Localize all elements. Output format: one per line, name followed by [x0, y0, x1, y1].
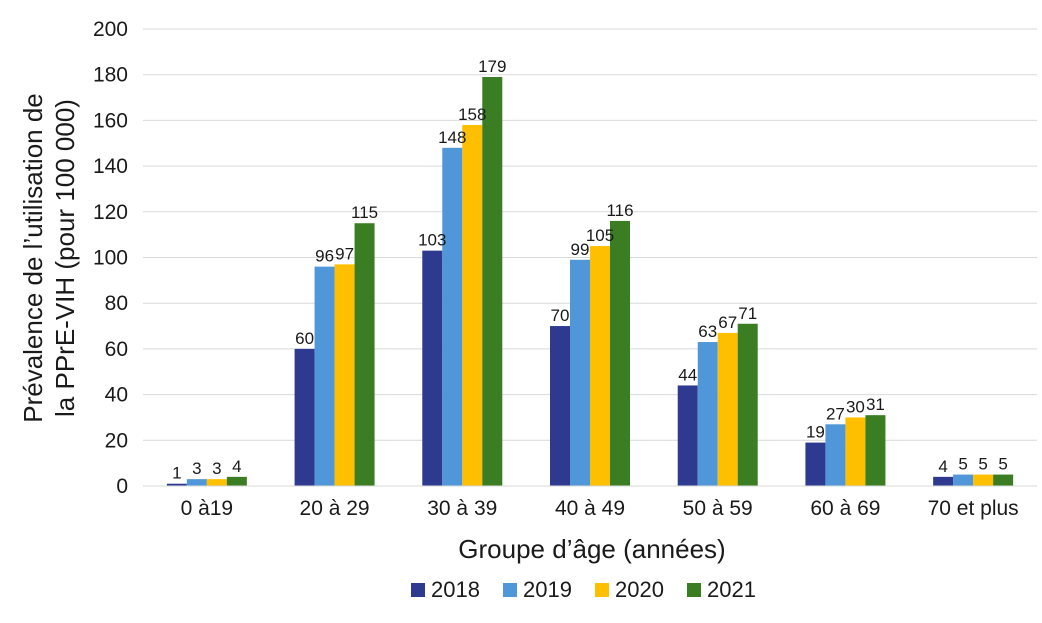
data-label: 103: [418, 231, 446, 250]
data-label: 4: [938, 457, 947, 476]
x-category-label: 20 à 29: [300, 497, 370, 520]
data-label: 3: [192, 459, 201, 478]
y-tick-label: 160: [93, 109, 128, 132]
data-label: 3: [212, 459, 221, 478]
y-tick-label: 40: [105, 384, 128, 407]
data-label: 1: [172, 464, 181, 483]
bars: [166, 76, 1014, 487]
data-label: 63: [698, 322, 717, 341]
legend-swatch-2020: [595, 583, 609, 597]
bar-2020: [973, 474, 994, 486]
data-label: 179: [478, 57, 506, 76]
bar-2019: [314, 266, 335, 486]
y-tick-label: 180: [93, 64, 128, 87]
x-category-label: 40 à 49: [555, 497, 625, 520]
x-axis-categories: 0 à19 20 à 29 30 à 39 40 à 49 50 à 59 60 à 69…: [181, 497, 1019, 520]
legend: 2018 2019 2020 2021: [411, 577, 756, 602]
bar-2019: [442, 147, 463, 486]
legend-label-2019: 2019: [523, 577, 572, 602]
data-label: 44: [678, 365, 697, 384]
x-category-label: 50 à 59: [683, 497, 753, 520]
bar-2019: [953, 474, 974, 486]
data-label: 116: [606, 201, 633, 220]
bar-2018: [805, 442, 826, 486]
legend-label-2021: 2021: [707, 577, 756, 602]
bar-2018: [550, 326, 570, 486]
data-label: 71: [738, 304, 757, 323]
y-axis-title-line2: la PPrE-VIH (pour 100 000): [50, 99, 80, 417]
data-label: 67: [718, 313, 737, 332]
legend-label-2018: 2018: [431, 577, 480, 602]
data-label: 4: [232, 457, 241, 476]
data-label: 31: [866, 395, 885, 414]
bar-2018: [933, 476, 954, 486]
x-axis-title: Groupe d’âge (années): [458, 534, 725, 564]
bar-2020: [206, 479, 227, 486]
bar-2020: [334, 264, 355, 486]
y-tick-label: 140: [93, 155, 128, 178]
bar-2021: [737, 323, 758, 486]
data-label: 97: [335, 244, 354, 263]
bar-2018: [677, 385, 698, 486]
x-category-label: 30 à 39: [427, 497, 497, 520]
x-category-label: 70 et plus: [928, 497, 1019, 520]
bar-2020: [845, 417, 866, 486]
data-label: 148: [438, 128, 466, 147]
bar-2018: [166, 483, 187, 486]
data-label: 5: [998, 455, 1007, 474]
bar-2019: [697, 342, 718, 486]
data-label: 19: [806, 423, 825, 442]
y-tick-label: 100: [93, 247, 128, 270]
x-category-label: 60 à 69: [810, 497, 880, 520]
y-tick-label: 120: [93, 201, 128, 224]
data-label: 30: [846, 397, 865, 416]
data-label: 96: [315, 247, 334, 266]
data-label: 5: [978, 455, 987, 474]
bar-2019: [825, 424, 846, 486]
data-label: 99: [571, 240, 590, 259]
y-axis-ticks: 0 20 40 60 80 100 120 140 160 180 200: [93, 18, 128, 498]
bar-2021: [993, 474, 1014, 486]
y-axis-title-line1: Prévalence de l’utilisation de: [18, 93, 48, 423]
y-tick-label: 0: [116, 475, 128, 498]
bar-2021: [226, 476, 247, 486]
y-tick-label: 20: [105, 429, 128, 452]
data-label: 5: [958, 455, 967, 474]
bar-2021: [354, 223, 375, 486]
y-tick-label: 60: [105, 338, 128, 361]
data-label: 158: [458, 105, 486, 124]
bar-2020: [462, 124, 483, 486]
data-label: 60: [295, 329, 314, 348]
legend-label-2020: 2020: [615, 577, 664, 602]
bar-2020: [717, 332, 738, 486]
bar-2019: [186, 479, 207, 486]
y-tick-label: 200: [93, 18, 128, 41]
bar-2019: [570, 259, 590, 486]
bar-2021: [865, 415, 886, 486]
legend-swatch-2021: [687, 583, 701, 597]
legend-swatch-2018: [411, 583, 425, 597]
bar-2018: [422, 250, 443, 486]
bar-2021: [482, 76, 503, 487]
data-label: 27: [826, 404, 845, 423]
x-category-label: 0 à19: [181, 497, 234, 520]
legend-swatch-2019: [503, 583, 517, 597]
data-label: 70: [551, 306, 570, 325]
data-label: 115: [351, 203, 378, 222]
bar-2018: [294, 348, 315, 486]
bar-2020: [590, 246, 610, 486]
y-tick-label: 80: [105, 292, 128, 315]
bar-2021: [610, 220, 630, 486]
data-label: 105: [586, 226, 614, 245]
